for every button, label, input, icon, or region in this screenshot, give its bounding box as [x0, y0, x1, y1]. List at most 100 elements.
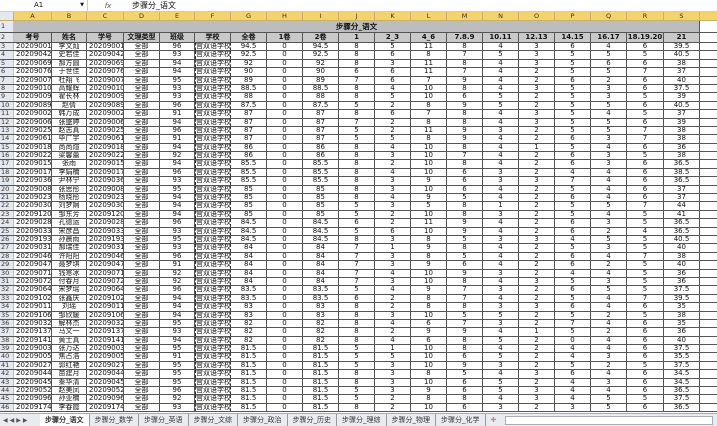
- cell-N[interactable]: 3: [483, 269, 519, 277]
- cell-D[interactable]: 全部: [124, 76, 160, 84]
- cell-C[interactable]: 20209001: [89, 43, 124, 51]
- cell-J[interactable]: 5: [339, 135, 375, 143]
- cell-M[interactable]: 8: [447, 345, 483, 353]
- cell-K[interactable]: 2: [375, 101, 411, 110]
- cell-A[interactable]: 20209061: [16, 135, 52, 143]
- cell-L[interactable]: 7: [411, 110, 447, 118]
- cell-K[interactable]: 2: [375, 303, 411, 311]
- cell-M[interactable]: 6: [447, 93, 483, 101]
- cell-P[interactable]: 5: [555, 185, 591, 194]
- sheet-tab[interactable]: 步骤分_文综: [189, 414, 238, 426]
- cell-P[interactable]: 5: [555, 110, 591, 118]
- cell-N[interactable]: 4: [483, 43, 519, 51]
- cell-C[interactable]: 20209010: [89, 84, 124, 93]
- cell-S[interactable]: 37.5: [664, 345, 700, 353]
- cell-L[interactable]: 8: [411, 235, 447, 244]
- cell-D[interactable]: 全部: [124, 269, 160, 277]
- row-number[interactable]: 44: [0, 387, 14, 395]
- sheet-tab[interactable]: 步骤分_数学: [90, 414, 139, 426]
- cell-B[interactable]: 高耀辉: [52, 84, 87, 93]
- cell-Q[interactable]: 3: [591, 160, 627, 168]
- cell-Q[interactable]: 4: [591, 210, 627, 219]
- row-number[interactable]: 22: [0, 202, 14, 210]
- cell-D[interactable]: 全部: [124, 328, 160, 336]
- cell-P[interactable]: 4: [555, 378, 591, 387]
- cell-D[interactable]: 全部: [124, 227, 160, 235]
- cell-G[interactable]: 83: [231, 311, 267, 319]
- header-cell[interactable]: 14.15: [555, 33, 591, 42]
- select-all-corner[interactable]: [0, 12, 14, 20]
- row-number[interactable]: 41: [0, 361, 14, 370]
- cell-K[interactable]: 3: [375, 59, 411, 68]
- cell-C[interactable]: 20209003: [89, 345, 124, 353]
- header-cell[interactable]: 4_6: [411, 33, 447, 42]
- cell-R[interactable]: 5: [627, 51, 664, 59]
- column-header-Q[interactable]: Q: [591, 12, 627, 20]
- cell-G[interactable]: 81.5: [231, 387, 267, 395]
- cell-I[interactable]: 85.5: [303, 168, 339, 177]
- cell-I[interactable]: 87: [303, 126, 339, 135]
- cell-P[interactable]: 4: [555, 235, 591, 244]
- cell-I[interactable]: 81.5: [303, 370, 339, 378]
- row-number[interactable]: 21: [0, 194, 14, 202]
- cell-H[interactable]: 0: [267, 336, 303, 345]
- cell-O[interactable]: 2: [519, 160, 555, 168]
- cell-H[interactable]: 0: [267, 370, 303, 378]
- cell-Q[interactable]: 2: [591, 328, 627, 336]
- cell-C[interactable]: 20209120: [89, 210, 124, 219]
- cell-D[interactable]: 全部: [124, 336, 160, 345]
- cell-P[interactable]: 4: [555, 387, 591, 395]
- cell-P[interactable]: 6: [555, 286, 591, 294]
- cell-J[interactable]: 8: [339, 168, 375, 177]
- cell-K[interactable]: 2: [375, 403, 411, 412]
- cell-O[interactable]: 2: [519, 378, 555, 387]
- cell-I[interactable]: 85: [303, 194, 339, 202]
- row-number[interactable]: 20: [0, 185, 14, 194]
- cell-D[interactable]: 全部: [124, 84, 160, 93]
- cell-S[interactable]: 34.5: [664, 370, 700, 378]
- cell-A[interactable]: 20209141: [16, 336, 52, 345]
- cell-O[interactable]: 3: [519, 395, 555, 403]
- cell-G[interactable]: 92.5: [231, 51, 267, 59]
- sheet-tab[interactable]: 步骤分_历史: [288, 414, 337, 426]
- cell-M[interactable]: 8: [447, 118, 483, 126]
- cell-D[interactable]: 全部: [124, 353, 160, 361]
- cell-B[interactable]: 杜翔飞: [52, 76, 87, 84]
- cell-D[interactable]: 全部: [124, 219, 160, 227]
- cell-B[interactable]: 张万达: [52, 345, 87, 353]
- cell-G[interactable]: 82: [231, 328, 267, 336]
- cell-R[interactable]: 5: [627, 110, 664, 118]
- cell-S[interactable]: 38: [664, 152, 700, 160]
- cell-H[interactable]: 0: [267, 286, 303, 294]
- cell-S[interactable]: 37.5: [664, 361, 700, 370]
- cell-A[interactable]: 20209007: [16, 76, 52, 84]
- cell-G[interactable]: 89: [231, 76, 267, 84]
- cell-M[interactable]: 6: [447, 168, 483, 177]
- cell-N[interactable]: 5: [483, 387, 519, 395]
- row-number[interactable]: 24: [0, 219, 14, 227]
- cell-I[interactable]: 92.5: [303, 51, 339, 59]
- cell-J[interactable]: 7: [339, 118, 375, 126]
- cell-R[interactable]: 6: [627, 143, 664, 152]
- cell-D[interactable]: 全部: [124, 110, 160, 118]
- row-number[interactable]: 17: [0, 160, 14, 168]
- cell-J[interactable]: 7: [339, 261, 375, 269]
- cell-S[interactable]: 36.5: [664, 160, 700, 168]
- cell-C[interactable]: 20209008: [89, 185, 124, 194]
- cell-J[interactable]: 8: [339, 311, 375, 319]
- cell-D[interactable]: 全部: [124, 68, 160, 76]
- cell-J[interactable]: 8: [339, 59, 375, 68]
- cell-S[interactable]: 37: [664, 68, 700, 76]
- cell-E[interactable]: 94: [160, 160, 195, 168]
- cell-K[interactable]: 5: [375, 93, 411, 101]
- cell-J[interactable]: 8: [339, 378, 375, 387]
- cell-H[interactable]: 0: [267, 219, 303, 227]
- cell-L[interactable]: 8: [411, 135, 447, 143]
- cell-A[interactable]: 20209102: [16, 294, 52, 303]
- cell-Q[interactable]: 5: [591, 286, 627, 294]
- cell-M[interactable]: 9: [447, 126, 483, 135]
- cell-S[interactable]: 37.5: [664, 84, 700, 93]
- cell-E[interactable]: 95: [160, 361, 195, 370]
- column-header-N[interactable]: N: [483, 12, 519, 20]
- header-cell[interactable]: 1: [339, 33, 375, 42]
